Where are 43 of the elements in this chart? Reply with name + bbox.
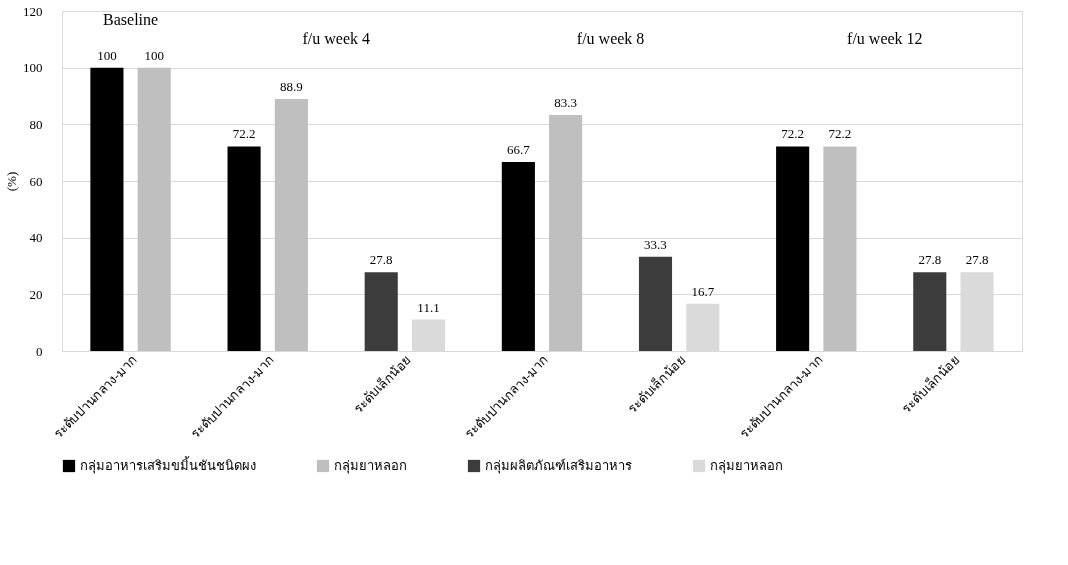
data-label: 72.2 <box>232 126 256 142</box>
bar <box>227 146 261 351</box>
annotation: f/u week 8 <box>576 30 645 48</box>
bar <box>364 272 398 351</box>
y-axis-title: (%) <box>4 171 19 192</box>
y-tick-label: 20 <box>29 286 43 302</box>
data-label: 72.2 <box>828 126 852 142</box>
bar <box>686 303 720 351</box>
data-label: 27.8 <box>918 252 942 268</box>
bar <box>411 319 446 351</box>
bar <box>90 67 124 351</box>
bar <box>549 114 583 351</box>
legend-label: กลุ่มยาหลอก <box>334 458 407 474</box>
bar <box>274 99 308 351</box>
data-label: 72.2 <box>781 126 805 142</box>
legend-label: กลุ่มอาหารเสริมขมิ้นชันชนิดผง <box>80 456 256 474</box>
legend-label: กลุ่มผลิตภัณฑ์เสริมอาหาร <box>485 458 632 474</box>
y-tick-label: 40 <box>29 230 43 246</box>
y-tick-label: 120 <box>23 3 43 19</box>
data-label: 88.9 <box>279 79 303 95</box>
data-label: 100 <box>97 47 117 63</box>
data-label: 16.7 <box>691 283 715 299</box>
bar <box>638 256 673 351</box>
annotation: f/u week 12 <box>847 30 923 48</box>
legend-label: กลุ่มยาหลอก <box>710 458 783 474</box>
data-label: 83.3 <box>554 94 578 110</box>
bar <box>776 146 810 351</box>
data-label: 27.8 <box>965 252 989 268</box>
y-tick-label: 100 <box>23 60 43 76</box>
annotation: f/u week 4 <box>302 30 371 48</box>
bar <box>823 146 857 351</box>
bar <box>913 272 947 351</box>
data-label: 33.3 <box>644 236 667 252</box>
y-tick-label: 0 <box>36 343 43 359</box>
y-tick-label: 60 <box>29 173 43 189</box>
bar <box>501 162 535 351</box>
bar <box>137 67 171 351</box>
annotation: Baseline <box>103 10 159 28</box>
data-label: 100 <box>144 47 164 63</box>
y-tick-label: 80 <box>29 116 43 132</box>
data-label: 11.1 <box>417 299 440 315</box>
data-label: 27.8 <box>369 252 393 268</box>
data-label: 66.7 <box>506 142 531 158</box>
